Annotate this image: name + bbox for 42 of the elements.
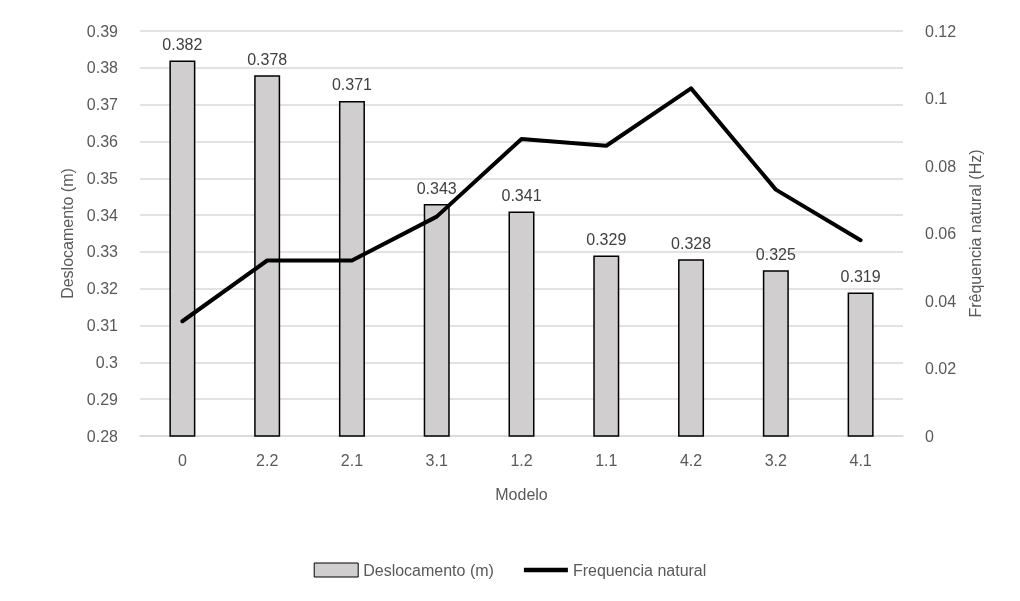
x-tick-label: 4.1: [849, 451, 872, 469]
x-tick-label: 3.1: [425, 451, 448, 469]
data-label: 0.343: [416, 179, 457, 197]
y2-tick-label: 0.1: [925, 90, 948, 107]
y2-tick-label: 0.04: [925, 292, 957, 310]
y2-tick-label: 0.08: [925, 157, 957, 175]
data-label: 0.378: [247, 50, 288, 68]
x-tick-label: 1.2: [510, 451, 533, 469]
data-label: 0.371: [331, 76, 373, 94]
y-tick-label: 0.37: [86, 96, 119, 114]
y2-tick-label: 0: [925, 427, 934, 445]
legend-label: Deslocamento (m): [363, 561, 494, 579]
data-label: 0.328: [671, 234, 712, 252]
y-tick-label: 0.36: [86, 132, 119, 150]
y-tick-label: 0.31: [86, 317, 119, 335]
x-tick-label: 2.1: [340, 451, 364, 469]
y2-axis-title: Frêquencia natural (Hz): [966, 149, 984, 318]
x-axis-title: Modelo: [495, 485, 548, 503]
y-tick-label: 0.29: [86, 390, 119, 408]
y-tick-label: 0.32: [86, 280, 119, 298]
y-tick-label: 0.38: [86, 59, 119, 77]
y-tick-label: 0.3: [95, 353, 119, 371]
y-axis-title: Deslocamento (m): [59, 168, 77, 299]
x-tick-label: 2.2: [256, 451, 279, 469]
x-tick-label: 3.2: [764, 451, 788, 469]
x-tick-label: 4.2: [679, 451, 703, 469]
data-label: 0.382: [162, 35, 203, 53]
y-tick-label: 0.39: [86, 22, 119, 40]
y2-tick-label: 0.06: [925, 225, 957, 242]
data-label: 0.341: [501, 186, 542, 204]
data-label: 0.329: [586, 231, 627, 249]
y-tick-label: 0.35: [86, 169, 119, 187]
y-tick-label: 0.34: [86, 206, 119, 224]
x-tick-label: 0: [177, 451, 187, 469]
legend-label: Frequencia natural: [572, 561, 707, 579]
data-label: 0.319: [840, 267, 881, 285]
y2-tick-label: 0.02: [925, 360, 957, 377]
x-tick-label: 1.1: [595, 451, 618, 469]
data-label: 0.325: [755, 245, 796, 263]
y-tick-label: 0.28: [86, 427, 119, 445]
y-tick-label: 0.33: [86, 243, 119, 261]
y2-tick-label: 0.12: [925, 22, 957, 40]
